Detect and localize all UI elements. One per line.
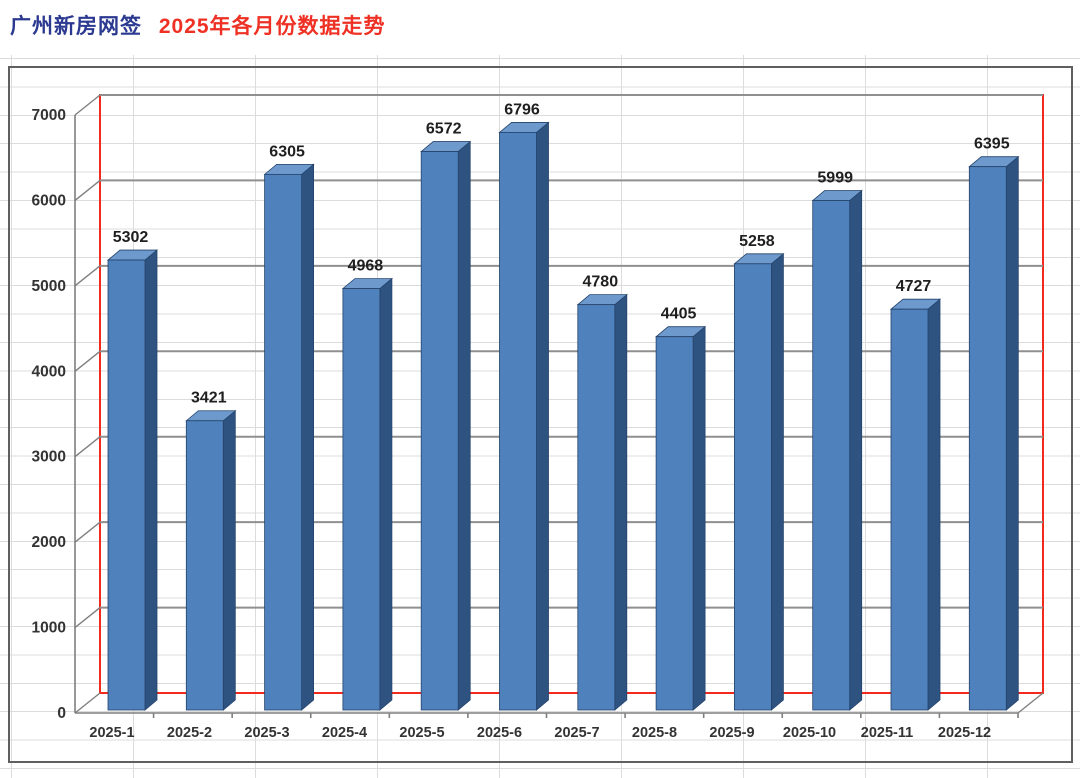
x-axis-category-label: 2025-6 [477, 725, 522, 741]
bar-value-label: 4968 [348, 258, 384, 275]
bar-side-face [1005, 155, 1019, 711]
x-axis-category-label: 2025-12 [938, 725, 991, 741]
chart-title-part-1: 广州新房网签 [10, 15, 142, 38]
x-axis-category-label: 2025-2 [167, 725, 212, 741]
bar-value-label: 4405 [661, 306, 697, 323]
bar-side-face [379, 277, 393, 711]
bar-side-face [301, 163, 315, 711]
bar-value-label: 3421 [191, 390, 227, 407]
gridline-depth-connector [74, 350, 101, 372]
gridline-depth-connector [74, 521, 101, 543]
y-axis-tick-label: 0 [57, 705, 66, 722]
x-axis-category-label: 2025-9 [709, 725, 754, 741]
gridline-depth-connector [74, 94, 101, 116]
bar-side-face [536, 121, 549, 711]
bar-side-face [144, 249, 158, 711]
bar-front-face [968, 166, 1007, 711]
y-axis-tick-label: 5000 [32, 278, 66, 295]
bar-side-face [222, 409, 236, 711]
chart-object-border [8, 66, 1073, 763]
bar-side-face [457, 140, 471, 711]
bar-front-face [420, 151, 459, 711]
bar-front-face [499, 132, 537, 711]
gridline-depth-connector [74, 692, 101, 714]
y-axis-tick-label: 3000 [32, 449, 66, 466]
bar-front-face [264, 173, 303, 711]
gridline-depth-connector [74, 607, 101, 629]
x-axis-category-label: 2025-4 [322, 725, 367, 741]
bar-front-face [812, 200, 851, 711]
bar-value-label: 6796 [504, 101, 540, 118]
y-axis-tick-label: 2000 [32, 534, 66, 551]
chart-title-part-2: 2025年各月份数据走势 [158, 15, 386, 38]
bar-value-label: 5258 [739, 233, 775, 250]
bar-front-face [890, 308, 929, 711]
bar-side-face [692, 325, 706, 711]
y-axis-tick-label: 6000 [32, 192, 66, 209]
bar-value-label: 5999 [817, 170, 853, 187]
gridline-depth-connector [74, 179, 101, 201]
x-axis-category-label: 2025-1 [89, 725, 134, 741]
x-axis-category-label: 2025-8 [632, 725, 677, 741]
x-axis-category-label: 2025-5 [399, 725, 444, 741]
chart-title: 广州新房网签 2025年各月份数据走势 [10, 10, 386, 40]
bar-value-label: 4780 [583, 274, 619, 291]
bar-value-label: 6395 [974, 136, 1010, 153]
x-axis-category-label: 2025-7 [554, 725, 599, 741]
bar-front-face [107, 259, 146, 711]
bar-value-label: 5302 [113, 229, 149, 246]
gridline-depth-connector [74, 436, 101, 458]
bar-value-label: 6572 [426, 121, 462, 138]
bar-side-face [614, 293, 628, 711]
bar-value-label: 6305 [269, 143, 305, 160]
bar-side-face [927, 298, 941, 711]
bar-side-face [849, 189, 863, 711]
bar-side-face [771, 252, 784, 711]
bar-value-label: 4727 [896, 278, 932, 295]
bar-front-face [734, 263, 772, 711]
bar-front-face [342, 288, 381, 711]
x-axis-category-label: 2025-10 [783, 725, 836, 741]
floor-right-depth-edge [1017, 692, 1044, 714]
y-axis-tick-label: 4000 [32, 363, 66, 380]
y-axis-tick-label: 1000 [32, 620, 66, 637]
y-axis-tick-label: 7000 [32, 107, 66, 124]
x-axis-category-label: 2025-3 [244, 725, 289, 741]
bar-front-face [185, 420, 224, 711]
gridline-depth-connector [74, 265, 101, 287]
bar-front-face [577, 304, 616, 711]
x-axis-category-label: 2025-11 [861, 725, 913, 741]
bar-front-face [655, 336, 694, 711]
